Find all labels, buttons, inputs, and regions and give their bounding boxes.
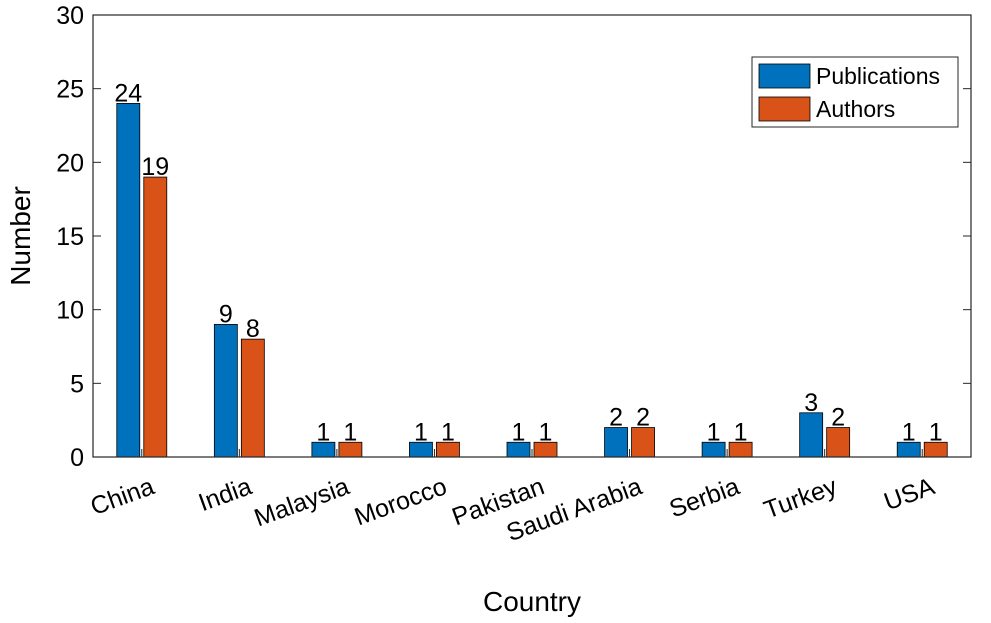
y-axis-title: Number — [5, 186, 36, 286]
legend-label-publications: Publications — [816, 63, 940, 89]
data-label-authors-usa: 1 — [929, 418, 943, 446]
legend-swatch-publications — [758, 63, 811, 89]
y-tick-label: 15 — [56, 223, 84, 251]
data-label-publications-turkey: 3 — [804, 389, 818, 417]
data-label-publications-pakistan: 1 — [512, 418, 526, 446]
data-label-publications-usa: 1 — [902, 418, 916, 446]
data-label-authors-malaysia: 1 — [343, 418, 357, 446]
data-label-publications-india: 9 — [219, 300, 233, 328]
bar-publications-turkey — [799, 412, 824, 458]
data-label-authors-india: 8 — [246, 315, 260, 343]
data-label-publications-malaysia: 1 — [316, 418, 330, 446]
legend-swatch-authors — [758, 96, 811, 122]
x-tick-label-serbia: Serbia — [666, 472, 744, 523]
x-axis-title: Country — [483, 586, 581, 617]
y-tick-label: 20 — [56, 149, 84, 177]
data-label-authors-morocco: 1 — [441, 418, 455, 446]
data-label-authors-saudi-arabia: 2 — [636, 404, 650, 432]
data-label-authors-pakistan: 1 — [539, 418, 553, 446]
data-label-authors-turkey: 2 — [831, 404, 845, 432]
y-tick-label: 25 — [56, 76, 84, 104]
x-tick-label-turkey: Turkey — [760, 472, 841, 524]
y-tick-label: 10 — [56, 297, 84, 325]
data-label-publications-serbia: 1 — [707, 418, 721, 446]
bar-publications-saudi-arabia — [604, 427, 628, 458]
bar-authors-turkey — [826, 427, 851, 458]
bar-authors-china — [143, 176, 168, 458]
bar-authors-saudi-arabia — [631, 427, 655, 458]
x-tick-label-malaysia: Malaysia — [251, 472, 353, 532]
data-label-publications-china: 24 — [114, 79, 142, 107]
x-tick-label-usa: USA — [880, 472, 938, 516]
x-tick-label-india: India — [195, 472, 256, 517]
bar-publications-india — [213, 323, 238, 458]
data-label-publications-morocco: 1 — [414, 418, 428, 446]
data-label-publications-saudi-arabia: 2 — [609, 404, 623, 432]
y-tick-label: 0 — [70, 444, 84, 472]
y-tick-label: 5 — [70, 370, 84, 398]
legend-label-authors: Authors — [816, 96, 895, 122]
data-label-authors-serbia: 1 — [734, 418, 748, 446]
legend: Publications Authors — [751, 56, 959, 128]
x-tick-label-china: China — [87, 472, 158, 521]
x-tick-label-morocco: Morocco — [351, 472, 451, 531]
y-tick-label: 30 — [56, 2, 84, 30]
bar-publications-china — [116, 103, 141, 458]
y-axis: 0 5 10 15 20 25 30 — [56, 2, 971, 472]
bar-authors-india — [240, 338, 265, 458]
data-label-authors-china: 19 — [141, 153, 169, 181]
